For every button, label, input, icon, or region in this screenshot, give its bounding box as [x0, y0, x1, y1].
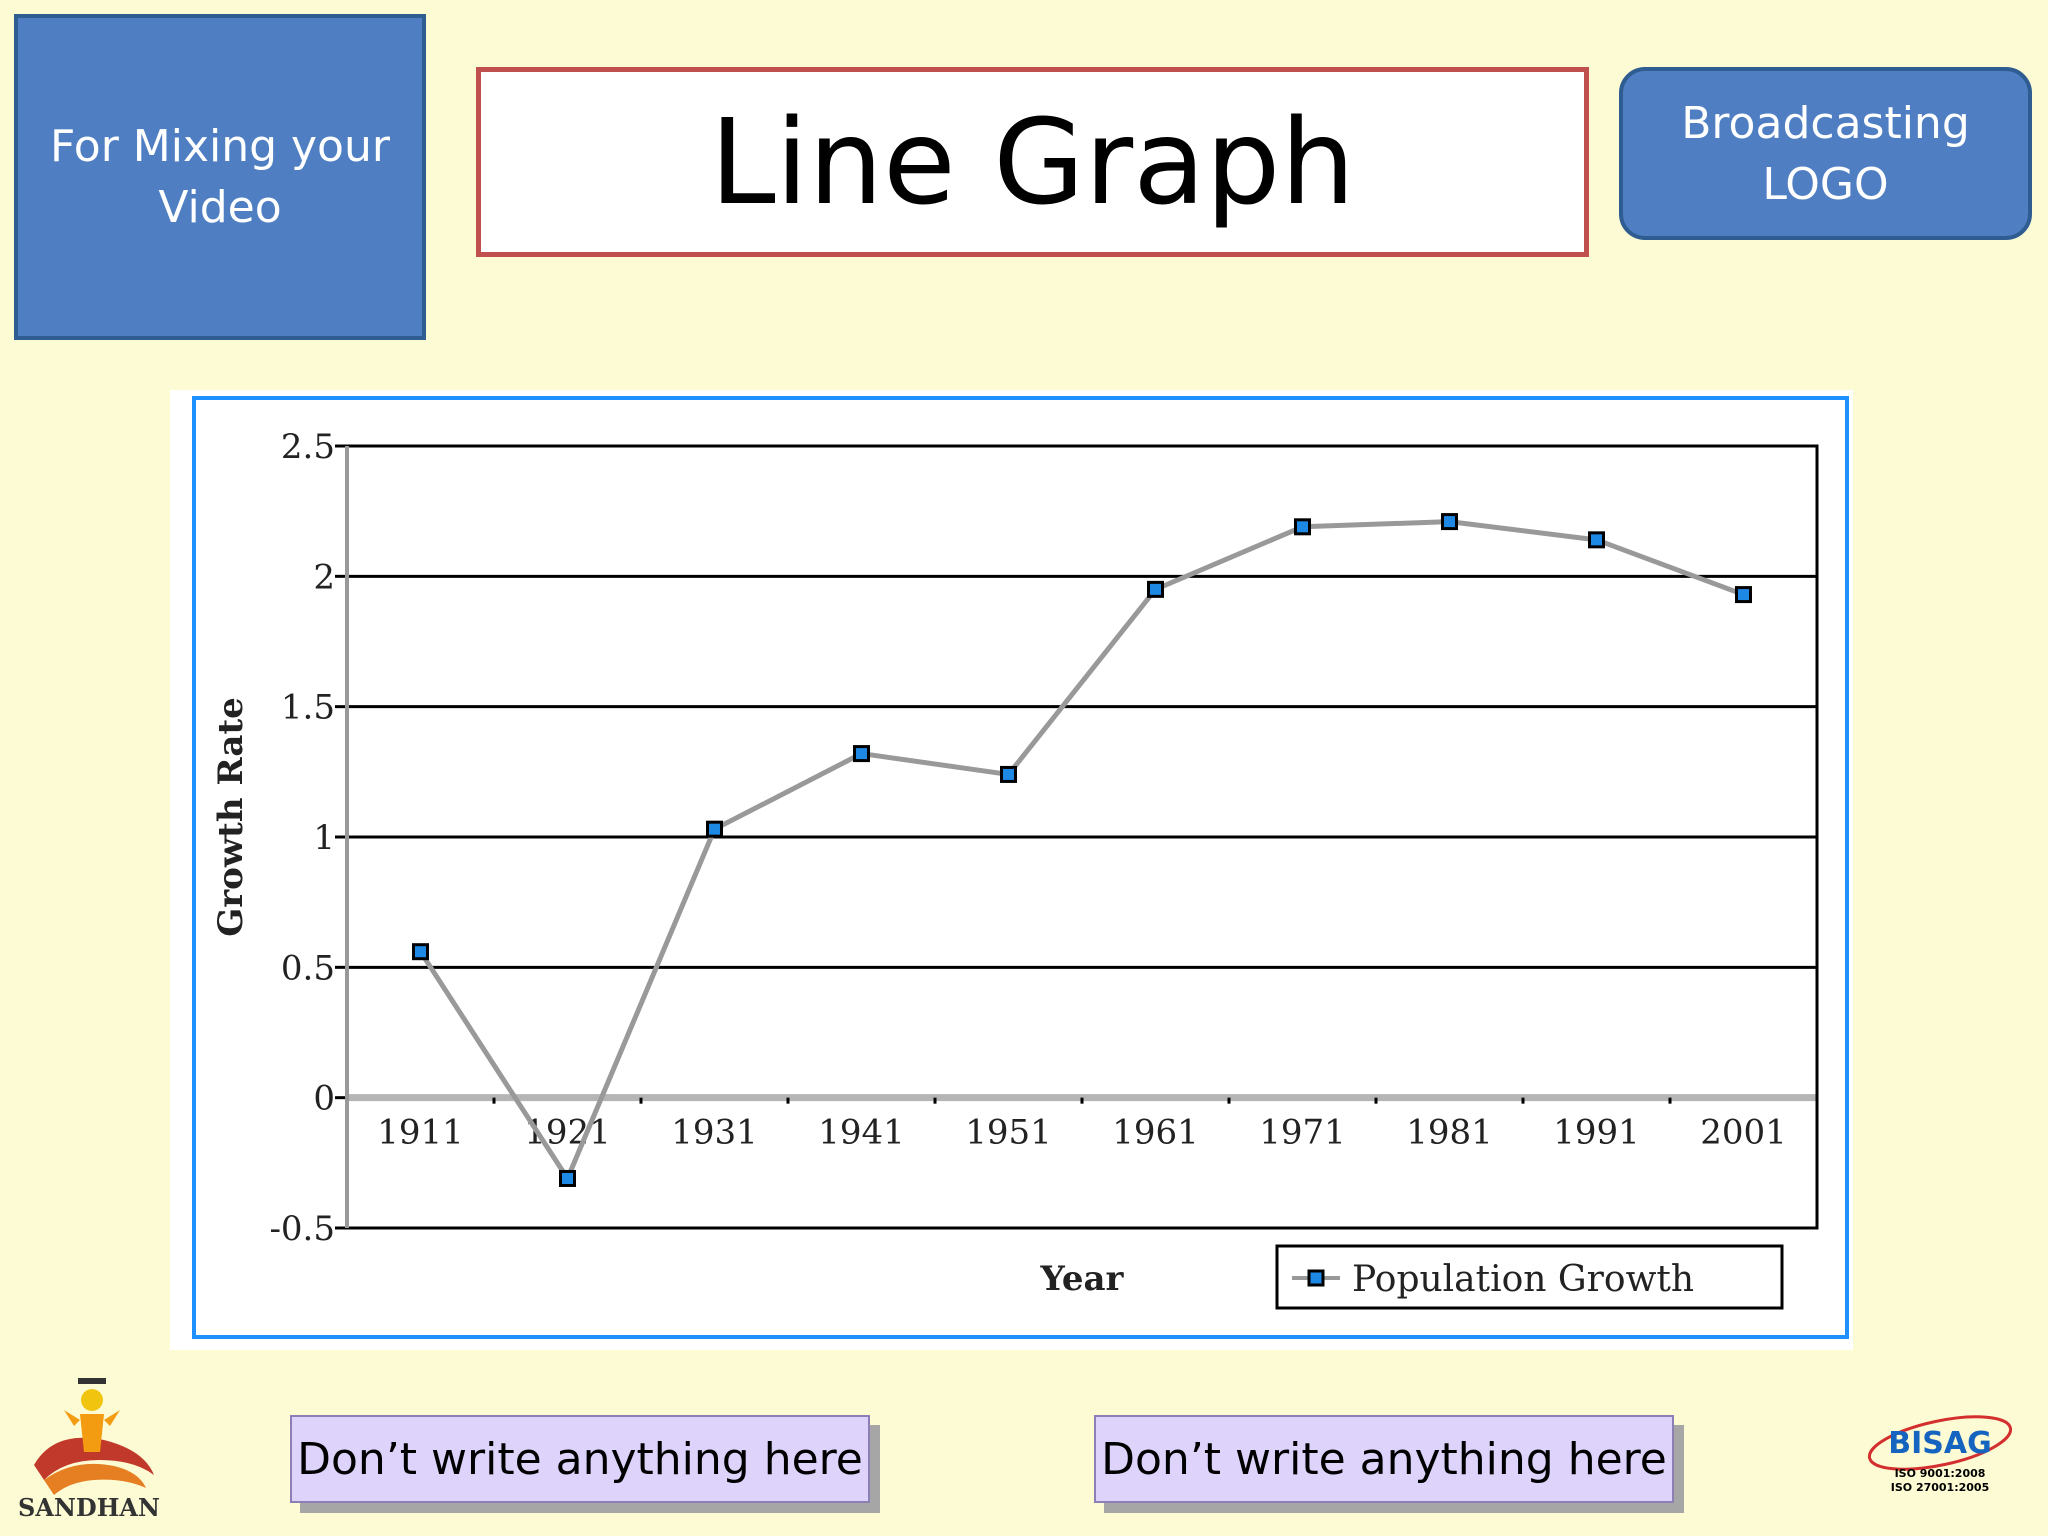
sandhan-logo-text: SANDHAN [18, 1493, 160, 1520]
x-axis: 1911 1921 1931 1941 1951 1961 1971 1981 1991 2001 [377, 1097, 1819, 1153]
broadcasting-logo-box: Broadcasting LOGO [1619, 67, 2032, 240]
x-tick-label-1941: 1941 [818, 1113, 905, 1153]
y-tick-label-2: 0.5 [281, 948, 335, 988]
x-tick-label-1911: 1911 [377, 1113, 464, 1153]
bisag-logo-text: BISAG [1888, 1426, 1991, 1461]
marker-1931 [706, 820, 723, 838]
mixing-video-box: For Mixing your Video [14, 14, 426, 340]
x-tick-label-1991: 1991 [1553, 1113, 1640, 1153]
bisag-iso-2: ISO 27001:2005 [1891, 1481, 1989, 1494]
legend-marker [1307, 1269, 1325, 1287]
note-text-left: Don’t write anything here [297, 1433, 863, 1485]
title-box: Line Graph [476, 67, 1589, 257]
chart-background [170, 390, 1853, 1350]
marker-2001 [1735, 586, 1752, 604]
marker-1941 [853, 745, 870, 763]
x-tick-label-2001: 2001 [1700, 1113, 1787, 1153]
y-axis: -0.5 0 0.5 1 1.5 2 2.5 [269, 427, 349, 1249]
note-box-left: Don’t write anything here [290, 1415, 870, 1503]
bisag-iso-1: ISO 9001:2008 [1895, 1467, 1986, 1480]
y-tick-label-6: 2.5 [281, 427, 335, 467]
mixing-video-text: For Mixing your Video [50, 121, 390, 233]
x-tick-label-1951: 1951 [965, 1113, 1052, 1153]
gridlines [347, 444, 1817, 1230]
marker-1981 [1441, 513, 1458, 531]
x-tick-label-1961: 1961 [1112, 1113, 1199, 1153]
broadcasting-logo-text: Broadcasting LOGO [1681, 97, 1970, 210]
x-tick-label-1981: 1981 [1406, 1113, 1493, 1153]
legend-entry-population-growth: Population Growth [1352, 1259, 1694, 1300]
sandhan-logo: SANDHAN [18, 1378, 160, 1520]
legend: Population Growth [1275, 1244, 1784, 1310]
note-text-right: Don’t write anything here [1101, 1433, 1667, 1485]
marker-1921 [559, 1169, 576, 1187]
marker-1911 [412, 943, 429, 961]
y-tick-label-4: 1.5 [281, 688, 335, 728]
marker-1991 [1588, 531, 1605, 549]
line-chart: -0.500.511.522.5 1911 1921 1931 1941 1951 196… [211, 427, 1819, 1310]
x-axis-label: Year [1040, 1259, 1125, 1299]
y-axis-label: Growth Rate [211, 697, 251, 937]
marker-1951 [1000, 765, 1017, 783]
series-line-population-growth [418, 519, 1745, 1181]
legend-box [1275, 1244, 1784, 1310]
y-tick-label-0: -0.5 [269, 1209, 335, 1249]
x-tick-label-1971: 1971 [1259, 1113, 1346, 1153]
y-tick-label-3: 1 [313, 818, 335, 858]
y-tick-label-5: 2 [313, 557, 335, 597]
marker-1961 [1147, 580, 1164, 598]
y-tick-label-1: 0 [313, 1079, 335, 1119]
series-markers [412, 513, 1752, 1187]
note-box-right: Don’t write anything here [1094, 1415, 1674, 1503]
marker-1971 [1294, 518, 1311, 536]
bisag-logo: BISAG ISO 9001:2008 ISO 27001:2005 [1867, 1415, 2013, 1494]
x-tick-label-1931: 1931 [671, 1113, 758, 1153]
page-title: Line Graph [709, 93, 1356, 231]
